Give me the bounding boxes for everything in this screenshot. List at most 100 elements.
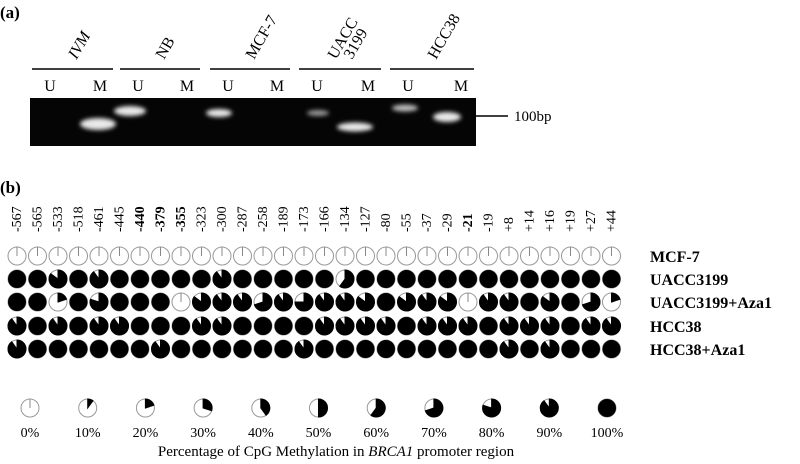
panel-label: (a) [0, 3, 20, 22]
band [433, 112, 461, 122]
pie-fill [479, 340, 498, 358]
pie-fill [274, 270, 293, 288]
lane-label: M [180, 78, 194, 95]
pie-fill [28, 270, 47, 288]
pie-fill [110, 340, 129, 358]
legend-label: 80% [479, 426, 505, 441]
pie-fill [315, 316, 334, 336]
pie-fill [377, 270, 395, 288]
pie-fill [49, 340, 67, 358]
pie-fill [356, 340, 375, 358]
pie-fill [539, 398, 559, 418]
pie-fill [377, 293, 395, 311]
pie-fill [57, 292, 68, 303]
band [337, 122, 373, 132]
pie-fill [69, 317, 88, 335]
pie-fill [151, 293, 170, 311]
legend-label: 90% [536, 426, 562, 441]
position-label: -565 [31, 206, 46, 232]
pie-fill [540, 316, 560, 336]
gel-bands [80, 104, 461, 132]
pie-fill [89, 269, 109, 289]
pie-fill [233, 292, 252, 312]
pie-fill [561, 340, 580, 358]
pie-fill [520, 340, 539, 358]
legend-label: 50% [306, 426, 332, 441]
legend-label: 40% [248, 426, 274, 441]
pie-fill [598, 399, 616, 417]
pie-fill [377, 340, 395, 358]
position-label: -21 [461, 213, 476, 232]
position-label: -173 [297, 206, 312, 232]
pie-fill [459, 270, 477, 288]
pie-fill [212, 269, 232, 289]
pie-fill [397, 270, 416, 288]
sample-label: NB [153, 34, 179, 62]
pie-fill [172, 340, 190, 358]
pie-fill [192, 340, 211, 358]
pie-fill [7, 316, 27, 336]
position-label: -166 [318, 206, 333, 232]
lane-label: U [132, 78, 144, 95]
legend-label: 30% [190, 426, 216, 441]
legend-label: 100% [591, 426, 624, 441]
position-label: -300 [215, 206, 230, 232]
band [80, 118, 116, 130]
pie-fill [28, 340, 47, 358]
lane-label: U [44, 78, 56, 95]
caption-gene: BRCA1 [368, 444, 413, 460]
pie-fill [28, 317, 47, 335]
pie-fill [458, 316, 478, 336]
pie-fill [540, 339, 560, 359]
pie-fill [438, 292, 457, 312]
pie-fill [8, 270, 26, 288]
legend-label: 70% [421, 426, 447, 441]
pie-fill [110, 316, 129, 336]
pie-fill [192, 316, 211, 336]
pie-fill [438, 340, 457, 358]
position-label: +27 [584, 210, 599, 232]
pie-fill [131, 340, 149, 358]
row-label: MCF-7 [650, 249, 700, 266]
pie-fill [151, 317, 170, 335]
pie-fill [315, 270, 334, 288]
pie-fill [90, 340, 108, 358]
pie-fill [131, 293, 149, 311]
lane-label: U [222, 78, 234, 95]
pie-fill [192, 292, 211, 312]
position-label: +16 [543, 210, 558, 232]
pie-fill [318, 398, 328, 418]
lane-label: M [93, 78, 107, 95]
pie-fill [356, 316, 375, 336]
pie-fill [274, 292, 293, 312]
position-label: +19 [564, 210, 579, 232]
position-label: -379 [154, 206, 169, 232]
band [307, 110, 329, 116]
pie-fill [418, 340, 436, 358]
pie-fill [339, 269, 355, 289]
pie-fill [295, 270, 313, 288]
pie-fill [602, 270, 621, 288]
pie-fill [479, 317, 498, 335]
position-label: -29 [441, 213, 456, 232]
pie-fill [602, 340, 621, 358]
pie-fill [520, 270, 539, 288]
pie-fill [7, 339, 27, 359]
lane-label: M [361, 78, 375, 95]
row-label: HCC38 [650, 319, 702, 336]
position-label: -567 [10, 206, 25, 232]
pie-fill [397, 317, 416, 335]
row-label: UACC3199 [650, 272, 728, 289]
pie-fill [581, 316, 601, 336]
pie-fill [561, 293, 580, 311]
caption-text: Percentage of CpG Methylation in [158, 444, 368, 460]
pie-fill [192, 270, 211, 288]
pie-fill [500, 270, 518, 288]
pie-fill [520, 316, 539, 336]
pie-fill [294, 339, 314, 359]
pie-fill [233, 270, 252, 288]
position-label: -258 [256, 206, 271, 232]
position-label: -518 [72, 206, 87, 232]
caption-text: promoter region [413, 444, 514, 460]
pie-fill [356, 292, 375, 312]
